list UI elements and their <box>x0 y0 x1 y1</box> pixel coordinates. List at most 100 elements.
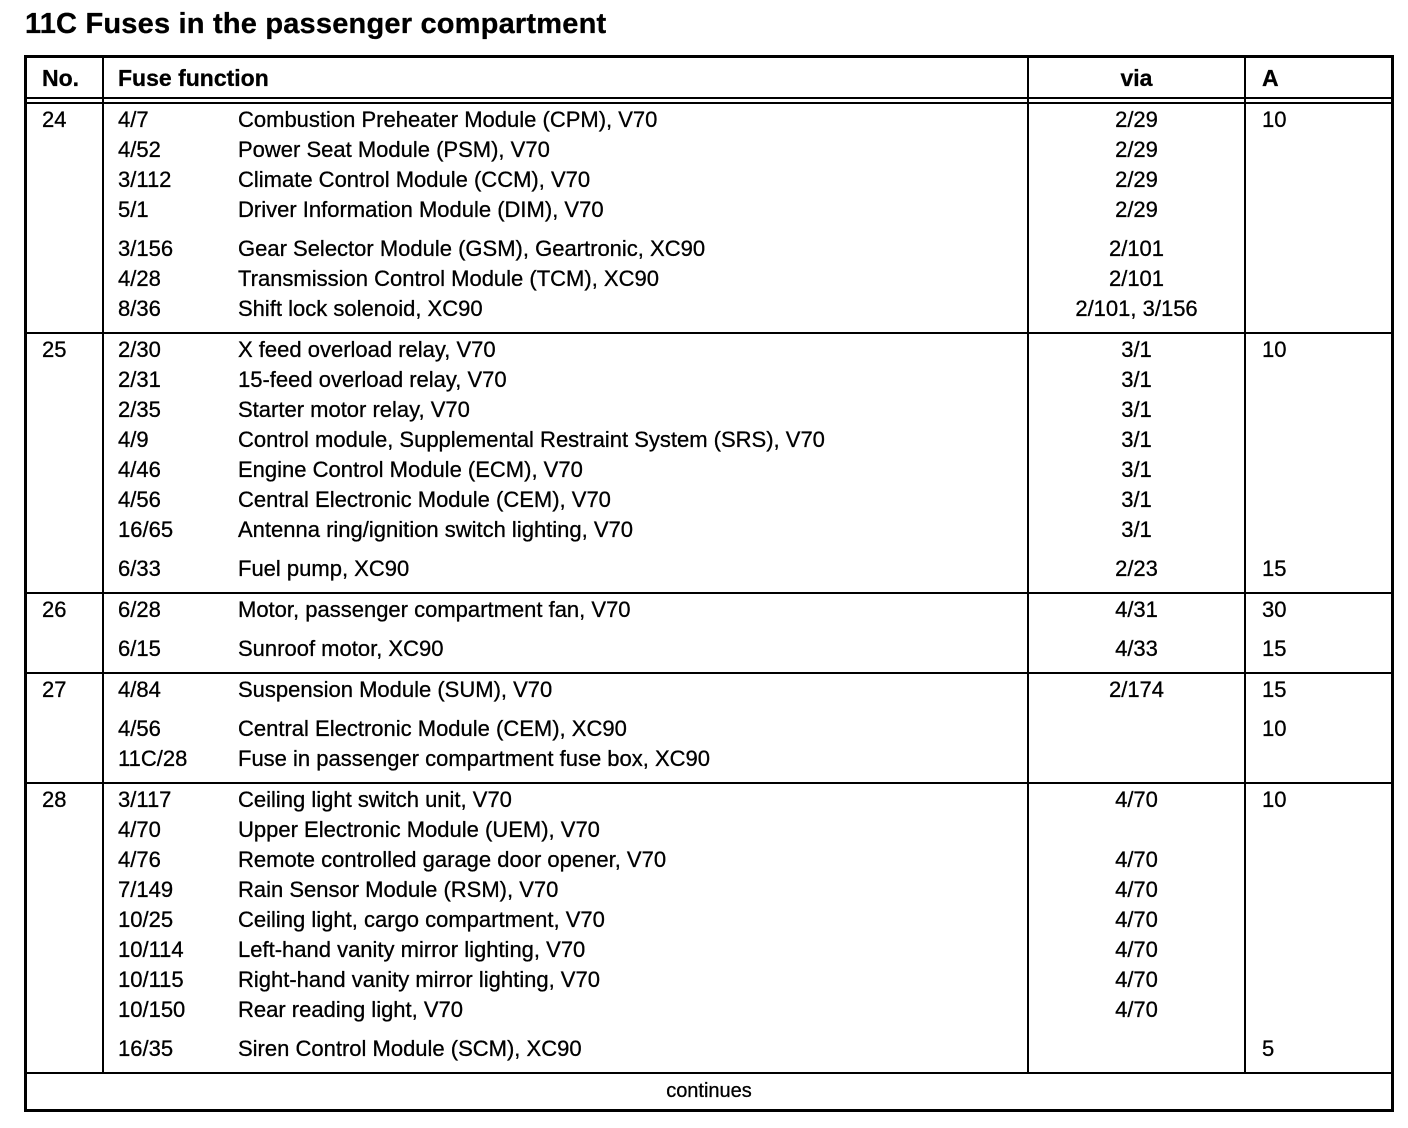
fuse-number-cell <box>27 264 103 294</box>
column-rule-function-via <box>1027 58 1029 1072</box>
component-id: 7/149 <box>118 877 174 902</box>
amp-cell <box>1245 875 1391 905</box>
via-cell: 3/1 <box>1121 457 1152 482</box>
component-id: 16/35 <box>118 1036 174 1061</box>
component-id: 4/7 <box>118 107 149 132</box>
via-cell: 4/70 <box>1115 997 1158 1022</box>
fuse-function-cell: 4/56 Central Electronic Module (CEM), XC9… <box>103 714 1028 744</box>
column-rule-via-amps <box>1244 58 1246 1072</box>
via-cell: 2/29 <box>1115 137 1158 162</box>
fuse-function-cell: 6/15 Sunroof motor, XC90 <box>103 634 1028 664</box>
amp-cell <box>1245 485 1391 515</box>
via-cell: 2/101 <box>1108 266 1165 291</box>
fuse-entry-row: 4/56 Central Electronic Module (CEM), XC9… <box>27 714 1391 744</box>
amp-cell <box>1245 135 1391 165</box>
fuse-function-cell: 3/117 Ceiling light switch unit, V70 <box>103 785 1028 815</box>
fuse-function-cell: 10/25 Ceiling light, cargo compartment, V… <box>103 905 1028 935</box>
amp-cell: 10 <box>1262 716 1287 741</box>
fuse-function-cell: 4/70 Upper Electronic Module (UEM), V70 <box>103 815 1028 845</box>
via-cell: 3/1 <box>1121 397 1152 422</box>
function-description: Power Seat Module (PSM), V70 <box>238 137 550 162</box>
component-id: 8/36 <box>118 296 161 321</box>
fuse-group: 6/15 Sunroof motor, XC90 4/33 15 <box>27 634 1391 664</box>
function-description: Sunroof motor, XC90 <box>238 636 444 661</box>
fuse-number-cell <box>27 1034 103 1064</box>
amp-cell <box>1245 515 1391 545</box>
function-description: Upper Electronic Module (UEM), V70 <box>238 817 600 842</box>
fuse-function-cell: 6/33 Fuel pump, XC90 <box>103 554 1028 584</box>
fuse-number-cell <box>27 935 103 965</box>
component-id: 2/30 <box>118 337 161 362</box>
function-description: Antenna ring/ignition switch lighting, V… <box>238 517 634 542</box>
fuse-function-cell: 4/9 Control module, Supplemental Restrain… <box>103 425 1028 455</box>
via-cell: 4/33 <box>1115 636 1158 661</box>
fuse-number-cell: 24 <box>42 107 67 132</box>
component-id: 10/114 <box>118 937 184 962</box>
fuse-function-cell: 6/28 Motor, passenger compartment fan, V7… <box>103 595 1028 625</box>
amp-cell <box>1245 935 1391 965</box>
fuse-entry-row: 3/156 Gear Selector Module (GSM), Geartro… <box>27 234 1391 264</box>
component-id: 4/70 <box>118 817 161 842</box>
fuse-function-cell: 4/56 Central Electronic Module (CEM), V70 <box>103 485 1028 515</box>
function-description: Suspension Module (SUM), V70 <box>238 677 553 702</box>
fuse-function-cell: 10/150 Rear reading light, V70 <box>103 995 1028 1025</box>
function-description: Right-hand vanity mirror lighting, V70 <box>238 967 600 992</box>
function-description: Ceiling light, cargo compartment, V70 <box>238 907 605 932</box>
component-id: 6/33 <box>118 556 161 581</box>
function-description: Central Electronic Module (CEM), V70 <box>238 487 611 512</box>
fuse-number-cell <box>27 234 103 264</box>
via-cell: 2/29 <box>1115 197 1158 222</box>
fuse-entry-row: 24 4/7 Combustion Preheater Module (CPM), … <box>27 105 1391 135</box>
function-description: Rain Sensor Module (RSM), V70 <box>238 877 559 902</box>
via-cell <box>1028 1034 1245 1064</box>
component-id: 4/9 <box>118 427 149 452</box>
via-cell: 2/101, 3/156 <box>1075 296 1198 321</box>
fuse-block-28: 28 3/117 Ceiling light switch unit, V70 4/7… <box>27 782 1391 1072</box>
fuse-number-cell <box>27 485 103 515</box>
fuse-entry-row: 5/1 Driver Information Module (DIM), V70 2… <box>27 195 1391 225</box>
amp-cell <box>1245 294 1391 324</box>
function-description: Climate Control Module (CCM), V70 <box>238 167 591 192</box>
function-description: Starter motor relay, V70 <box>238 397 470 422</box>
amp-cell: 5 <box>1262 1036 1275 1061</box>
fuse-entry-row: 3/112 Climate Control Module (CCM), V70 2/… <box>27 165 1391 195</box>
amp-cell: 15 <box>1262 636 1287 661</box>
fuse-entry-row: 4/76 Remote controlled garage door opener… <box>27 845 1391 875</box>
component-id: 4/28 <box>118 266 161 291</box>
fuse-block-24: 24 4/7 Combustion Preheater Module (CPM), … <box>27 104 1391 332</box>
fuse-group: 27 4/84 Suspension Module (SUM), V70 2/174 1… <box>27 675 1391 705</box>
fuse-number-cell: 28 <box>42 787 67 812</box>
amp-cell <box>1245 815 1391 845</box>
fuse-block-27: 27 4/84 Suspension Module (SUM), V70 2/174 1… <box>27 672 1391 782</box>
fuse-group: 24 4/7 Combustion Preheater Module (CPM), … <box>27 105 1391 225</box>
via-cell: 4/70 <box>1115 877 1158 902</box>
via-cell: 4/70 <box>1115 847 1158 872</box>
header-amps: A <box>1262 65 1279 91</box>
component-id: 4/56 <box>118 716 161 741</box>
fuse-entry-row: 4/9 Control module, Supplemental Restrain… <box>27 425 1391 455</box>
fuse-entry-row: 10/115 Right-hand vanity mirror lighting,… <box>27 965 1391 995</box>
fuse-block-26: 26 6/28 Motor, passenger compartment fan, … <box>27 592 1391 672</box>
component-id: 4/52 <box>118 137 161 162</box>
component-id: 2/31 <box>118 367 161 392</box>
component-id: 11C/28 <box>118 746 188 771</box>
header-via: via <box>1120 65 1153 91</box>
function-description: Remote controlled garage door opener, V7… <box>238 847 667 872</box>
component-id: 16/65 <box>118 517 174 542</box>
via-cell: 4/70 <box>1115 967 1158 992</box>
component-id: 10/115 <box>118 967 184 992</box>
amp-cell <box>1245 234 1391 264</box>
via-cell: 4/70 <box>1115 937 1158 962</box>
fuse-group: 4/56 Central Electronic Module (CEM), XC9… <box>27 714 1391 774</box>
via-cell: 4/31 <box>1115 597 1158 622</box>
function-description: Control module, Supplemental Restraint S… <box>238 427 825 452</box>
via-cell: 3/1 <box>1121 517 1152 542</box>
fuse-group: 16/35 Siren Control Module (SCM), XC90 5 <box>27 1034 1391 1064</box>
amp-cell <box>1245 195 1391 225</box>
amp-cell: 10 <box>1262 787 1287 812</box>
component-id: 3/156 <box>118 236 174 261</box>
fuse-function-cell: 3/156 Gear Selector Module (GSM), Geartro… <box>103 234 1028 264</box>
fuse-entry-row: 4/70 Upper Electronic Module (UEM), V70 <box>27 815 1391 845</box>
fuse-group: 25 2/30 X feed overload relay, V70 3/1 10 2/3… <box>27 335 1391 545</box>
fuse-table: No. Fuse function via A 24 4/7 Combustion … <box>24 55 1394 1112</box>
